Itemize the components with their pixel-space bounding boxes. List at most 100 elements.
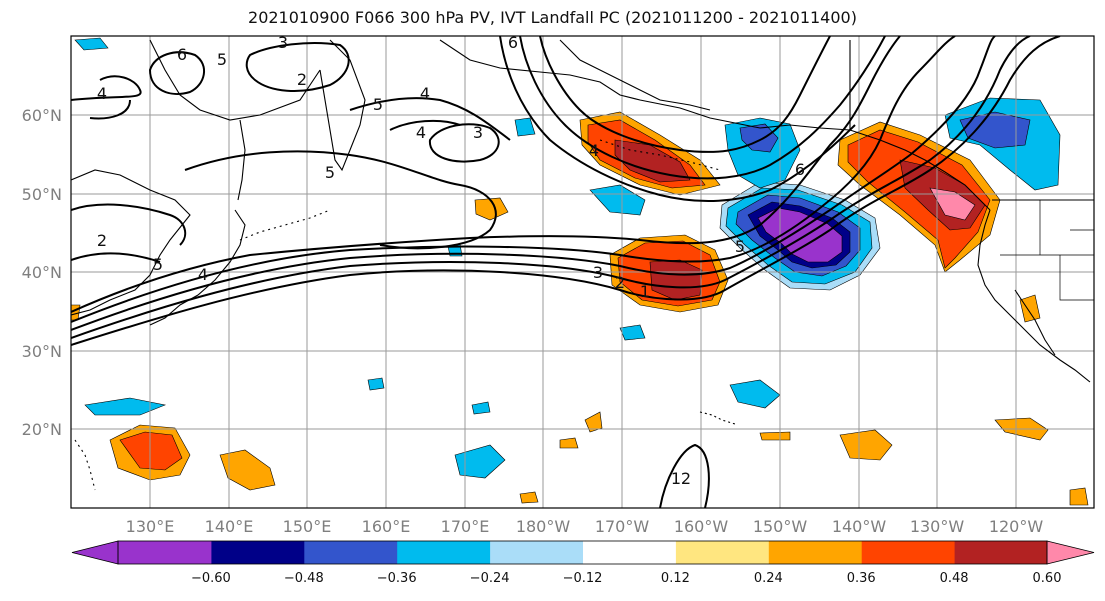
contour-label: 2 <box>297 70 307 89</box>
small-negative-7 <box>74 37 109 51</box>
plot-frame <box>70 35 1095 509</box>
lon-tick-label: 150°W <box>753 517 808 536</box>
kamchatka-coast <box>319 39 366 172</box>
baja-coast <box>1014 289 1056 356</box>
lon-tick-label: 120°W <box>989 517 1044 536</box>
kuril-islands <box>239 209 331 241</box>
lat-tick-label: 40°N <box>22 263 62 282</box>
small-negative-3 <box>729 379 781 409</box>
pv-anomaly-shading <box>71 37 1089 506</box>
small-negative-5 <box>619 324 646 341</box>
colorbar-tick-label: −0.36 <box>377 571 417 586</box>
colorbar-swatch <box>210 541 305 564</box>
hawaii <box>699 411 736 425</box>
small-negative-2 <box>454 444 506 479</box>
pv-contour-10 <box>148 51 205 95</box>
small-positive-11 <box>519 491 539 504</box>
contour-label: 5 <box>373 95 383 114</box>
lon-tick-label: 140°E <box>205 517 254 536</box>
pv-contour-12 <box>184 150 497 250</box>
pv-contour-15 <box>659 443 710 508</box>
small-positive-8 <box>584 411 603 433</box>
lon-tick-label: 130°E <box>126 517 175 536</box>
small-positive-1 <box>219 449 276 491</box>
lon-tick-label: 140°W <box>832 517 887 536</box>
contour-label: 6 <box>795 160 805 179</box>
sakhalin-coast <box>237 119 246 201</box>
contour-label: 1 <box>671 469 681 488</box>
small-negative-9 <box>471 401 491 415</box>
pv-contour-13 <box>71 75 142 120</box>
colorbar-tick-label: 0.24 <box>754 571 783 586</box>
pv-contour-4 <box>71 36 956 323</box>
colorbar-swatch <box>675 541 769 564</box>
small-positive-7 <box>559 437 579 449</box>
colorbar-swatch <box>118 541 212 564</box>
pv-contours <box>71 36 1061 508</box>
contour-label: 5 <box>217 50 227 69</box>
colorbar-swatch <box>303 541 398 564</box>
pv-contour-16 <box>349 97 511 141</box>
pv-contour-8 <box>499 36 856 202</box>
ryukyu-islands <box>74 439 96 491</box>
alaska-coast <box>559 39 711 111</box>
small-negative-6 <box>514 117 536 137</box>
small-positive-9 <box>759 431 791 441</box>
contour-label: 2 <box>681 469 691 488</box>
lat-tick-label: 60°N <box>22 106 62 125</box>
contour-label: 2 <box>97 231 107 250</box>
small-positive-2 <box>474 197 509 221</box>
pv-contour-3 <box>71 36 996 331</box>
map-title: 2021010900 F066 300 hPa PV, IVT Landfall… <box>248 8 857 27</box>
small-positive-5 <box>1019 294 1041 323</box>
asia-coast <box>71 169 191 316</box>
lon-tick-label: 150°E <box>283 517 332 536</box>
colorbar-swatch <box>396 541 491 564</box>
colorbar-tick-label: 0.48 <box>940 571 969 586</box>
contour-label: 5 <box>153 255 163 274</box>
latitude-labels: 20°N 30°N 40°N 50°N 60°N <box>22 106 62 439</box>
colorbar-tick-label: −0.60 <box>191 571 231 586</box>
contour-label: 6 <box>177 45 187 64</box>
small-positive-4 <box>839 429 893 461</box>
contour-label: 4 <box>97 84 107 103</box>
colorbar-swatch <box>861 541 955 564</box>
contour-label: 4 <box>416 123 426 142</box>
contour-label: 5 <box>325 163 335 182</box>
pv-contour-14 <box>71 203 187 263</box>
westcoast-positive-peak <box>929 187 976 221</box>
contour-label: 1 <box>640 282 650 301</box>
colorbar: −0.60 −0.48 −0.36 −0.24 −0.12 0.12 0.24 0.36 0.4… <box>71 540 1095 586</box>
colorbar-swatch <box>489 541 583 564</box>
colorbar-tick-label: 0.12 <box>661 571 690 586</box>
contour-label: 5 <box>735 237 745 256</box>
pv-contour-5 <box>71 36 901 313</box>
pv-contour-2 <box>71 36 1031 339</box>
lon-tick-label: 160°W <box>674 517 729 536</box>
us-states <box>1000 200 1094 301</box>
longitude-labels: 130°E 140°E 150°E 160°E 170°E 180°W 170°W 160°W… <box>126 517 1044 536</box>
small-positive-10 <box>1069 487 1089 506</box>
colorbar-max-extend <box>1046 540 1095 565</box>
pv-contour-7 <box>519 36 886 180</box>
aleutians <box>599 139 721 171</box>
okhotsk-coast <box>149 39 321 121</box>
colorbar-frame <box>117 540 1048 565</box>
lat-tick-label: 20°N <box>22 420 62 439</box>
colorbar-tick-label: 0.36 <box>847 571 876 586</box>
lat-tick-label: 30°N <box>22 342 62 361</box>
coastlines <box>71 39 1094 491</box>
colorbar-tick-label: −0.12 <box>563 571 603 586</box>
pv-contour-11 <box>428 123 500 163</box>
central-positive-core <box>649 259 703 301</box>
contour-label: 3 <box>473 123 483 142</box>
pv-contour-9 <box>245 42 350 92</box>
contour-label: 2 <box>615 273 625 292</box>
contour-label: 4 <box>198 265 208 284</box>
lon-tick-label: 130°W <box>910 517 965 536</box>
contour-label: 4 <box>420 84 430 103</box>
colorbar-tick-label: 0.60 <box>1033 571 1062 586</box>
pv-contour-1 <box>71 36 1061 346</box>
